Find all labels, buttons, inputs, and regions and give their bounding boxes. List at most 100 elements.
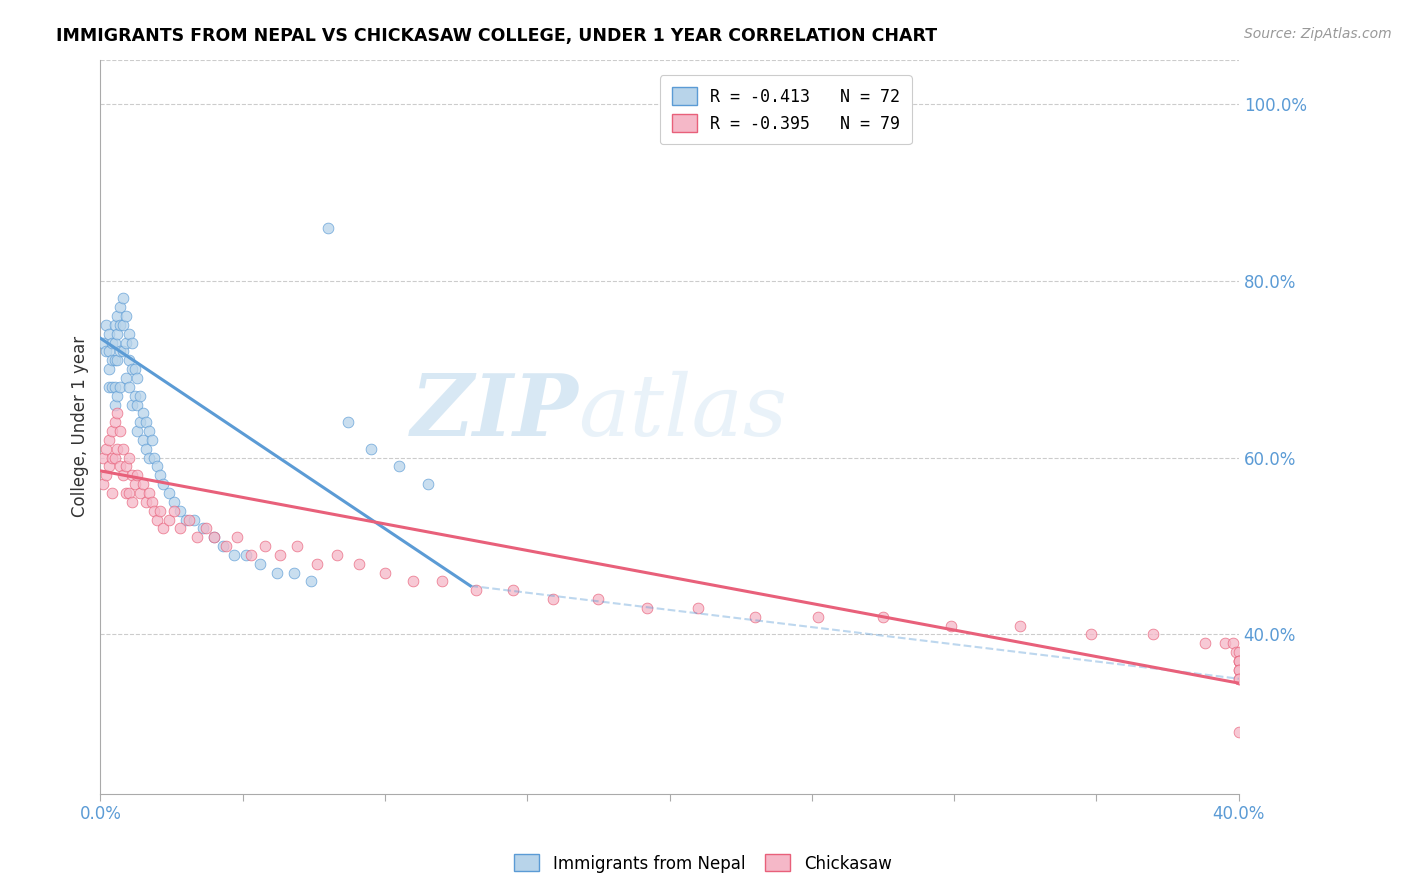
Point: [124, 389, 146, 403]
Point: [1227, 654, 1250, 668]
Point: [129, 389, 152, 403]
Point: [110, 318, 132, 332]
Point: [285, 539, 308, 553]
Point: [112, 292, 135, 306]
Point: [97, 344, 120, 359]
Point: [146, 512, 169, 526]
Point: [112, 442, 135, 456]
Point: [115, 371, 138, 385]
Point: [152, 477, 174, 491]
Point: [91, 335, 114, 350]
Point: [360, 442, 382, 456]
Point: [129, 415, 152, 429]
Point: [141, 495, 163, 509]
Point: [202, 530, 225, 544]
Point: [141, 433, 163, 447]
Point: [103, 398, 125, 412]
Point: [100, 450, 122, 465]
Point: [94, 468, 117, 483]
Point: [186, 530, 208, 544]
Point: [636, 601, 658, 615]
Point: [135, 415, 157, 429]
Point: [1194, 636, 1216, 650]
Point: [100, 353, 122, 368]
Point: [1227, 654, 1250, 668]
Point: [1227, 645, 1250, 659]
Point: [127, 398, 149, 412]
Point: [240, 548, 263, 562]
Point: [283, 566, 305, 580]
Point: [107, 309, 129, 323]
Point: [249, 557, 271, 571]
Point: [121, 398, 143, 412]
Point: [107, 442, 129, 456]
Point: [686, 601, 709, 615]
Point: [1225, 645, 1247, 659]
Point: [224, 548, 246, 562]
Point: [94, 344, 117, 359]
Point: [97, 362, 120, 376]
Point: [325, 548, 347, 562]
Point: [1142, 627, 1164, 641]
Point: [100, 424, 122, 438]
Point: [112, 468, 135, 483]
Point: [143, 450, 166, 465]
Point: [211, 539, 233, 553]
Text: IMMIGRANTS FROM NEPAL VS CHICKASAW COLLEGE, UNDER 1 YEAR CORRELATION CHART: IMMIGRANTS FROM NEPAL VS CHICKASAW COLLE…: [56, 27, 938, 45]
Point: [214, 539, 236, 553]
Point: [112, 318, 135, 332]
Point: [541, 592, 564, 607]
Point: [118, 486, 141, 500]
Legend: R = -0.413   N = 72, R = -0.395   N = 79: R = -0.413 N = 72, R = -0.395 N = 79: [659, 75, 911, 145]
Point: [103, 353, 125, 368]
Point: [100, 486, 122, 500]
Point: [1080, 627, 1102, 641]
Point: [115, 335, 138, 350]
Text: atlas: atlas: [578, 370, 787, 453]
Point: [103, 450, 125, 465]
Point: [402, 574, 425, 589]
Point: [127, 424, 149, 438]
Point: [138, 450, 160, 465]
Text: ZIP: ZIP: [411, 370, 578, 454]
Point: [149, 503, 172, 517]
Point: [163, 495, 186, 509]
Point: [305, 557, 328, 571]
Y-axis label: College, Under 1 year: College, Under 1 year: [72, 336, 89, 517]
Point: [121, 362, 143, 376]
Point: [110, 459, 132, 474]
Point: [163, 503, 186, 517]
Point: [103, 380, 125, 394]
Point: [169, 521, 191, 535]
Point: [1227, 663, 1250, 677]
Point: [226, 530, 249, 544]
Point: [127, 468, 149, 483]
Point: [1227, 663, 1250, 677]
Point: [103, 335, 125, 350]
Point: [124, 477, 146, 491]
Point: [177, 512, 200, 526]
Point: [1227, 672, 1250, 686]
Point: [138, 486, 160, 500]
Point: [1227, 672, 1250, 686]
Point: [97, 380, 120, 394]
Point: [235, 548, 257, 562]
Point: [97, 433, 120, 447]
Point: [107, 406, 129, 420]
Point: [254, 539, 277, 553]
Point: [100, 380, 122, 394]
Point: [191, 521, 214, 535]
Point: [349, 557, 371, 571]
Point: [1008, 618, 1031, 632]
Point: [94, 318, 117, 332]
Point: [416, 477, 439, 491]
Point: [91, 477, 114, 491]
Legend: Immigrants from Nepal, Chickasaw: Immigrants from Nepal, Chickasaw: [508, 847, 898, 880]
Point: [129, 486, 152, 500]
Point: [465, 583, 488, 598]
Point: [269, 548, 291, 562]
Point: [115, 486, 138, 500]
Point: [121, 468, 143, 483]
Point: [97, 459, 120, 474]
Point: [107, 353, 129, 368]
